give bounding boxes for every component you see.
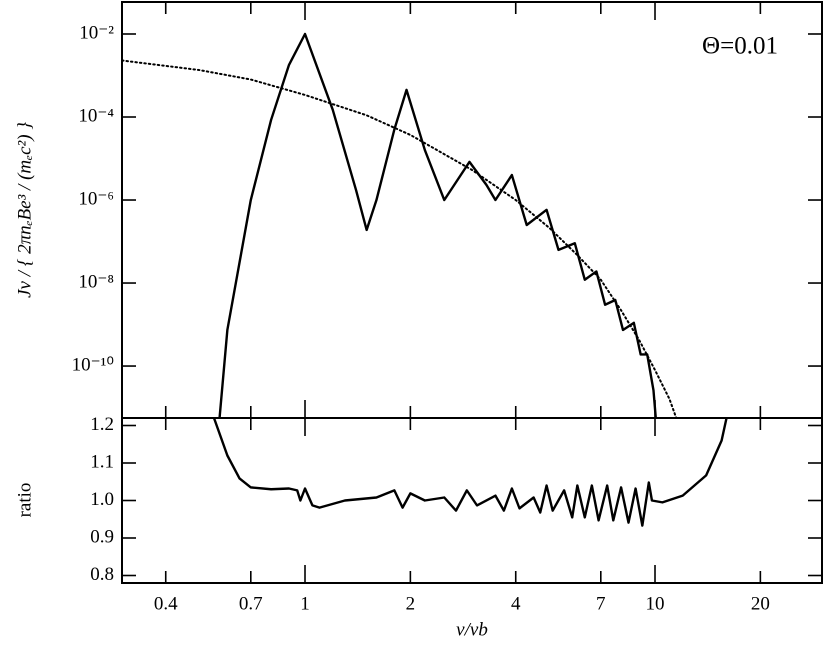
x-tick-label: 7 (596, 593, 606, 614)
line (212, 418, 728, 527)
y-tick-label: 10⁻² (79, 22, 114, 43)
bottom-panel-frame (121, 417, 823, 584)
y-tick-label: 10⁻⁸ (78, 271, 114, 292)
line (218, 32, 657, 418)
y-tick-label: 10⁻⁴ (78, 105, 114, 126)
y-tick-label: 1.0 (90, 489, 114, 510)
x-tick-label: 0.7 (239, 593, 263, 614)
y-axis-label: Jν / { 2πnₑBe³ / (mₑc²) } (14, 122, 35, 298)
y-tick-label: 1.2 (90, 414, 114, 435)
x-tick-label: 10 (646, 593, 665, 614)
y-axis-label: ratio (14, 483, 35, 518)
y-tick-label: 10⁻¹⁰ (72, 354, 114, 375)
x-axis-label: ν/νb (456, 619, 488, 640)
y-tick-label: 0.9 (90, 526, 114, 547)
top-panel-frame (121, 1, 823, 419)
x-tick-label: 4 (511, 593, 521, 614)
x-tick-label: 20 (751, 593, 770, 614)
annotation: Θ=0.01 (702, 33, 778, 60)
y-tick-label: 1.1 (90, 451, 114, 472)
x-tick-label: 2 (406, 593, 416, 614)
dotted-line (122, 59, 678, 418)
x-tick-label: 1 (300, 593, 310, 614)
x-tick-label: 0.4 (154, 593, 178, 614)
y-tick-label: 0.8 (90, 564, 114, 585)
y-tick-label: 10⁻⁶ (78, 188, 114, 209)
